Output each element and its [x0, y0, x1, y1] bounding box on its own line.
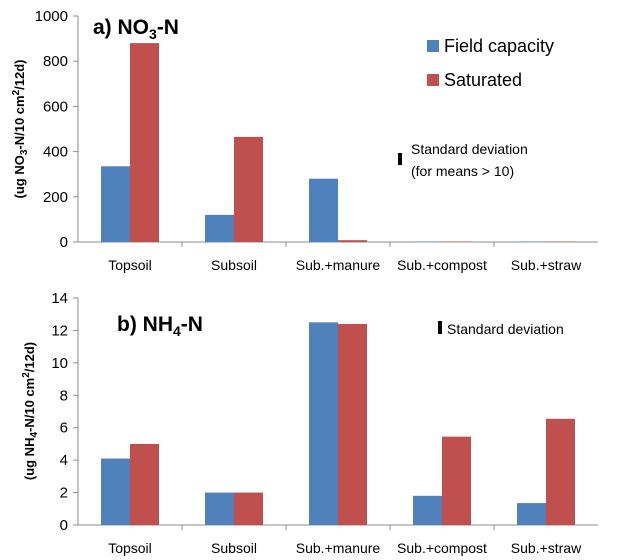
panel-b-bar-field-capacity-subsoil — [205, 492, 234, 525]
panel-a-y-tick-label: 0 — [60, 234, 68, 251]
panel-b-y-tick-label: 8 — [60, 387, 68, 404]
panel-b-y-tick-label: 4 — [60, 452, 68, 469]
panel-b-category-label: Sub.+manure — [296, 540, 381, 556]
panel-b-category-label: Subsoil — [211, 540, 257, 556]
panel-a-category-label: Sub.+compost — [397, 257, 487, 273]
panel-a-category-label: Sub.+straw — [511, 257, 582, 273]
panel-b-bar-saturated-topsoil — [130, 443, 159, 525]
panel-b-bar-field-capacity-sub-compost — [413, 495, 442, 525]
panel-a-category-label: Topsoil — [108, 257, 152, 273]
panel-a-category-label: Subsoil — [211, 257, 257, 273]
panel-a-bar-saturated-subsoil — [234, 136, 263, 242]
panel-a-category-label: Sub.+manure — [296, 257, 381, 273]
panel-a-std-dev-marker — [398, 153, 402, 165]
panel-a-bar-saturated-topsoil — [130, 43, 159, 243]
panel-b-y-tick-label: 0 — [60, 517, 68, 534]
panel-a-y-tick-label: 1000 — [35, 8, 68, 25]
panel-a-title: a) NO3-N — [93, 16, 179, 42]
panel-b-bar-saturated-sub-straw — [546, 418, 575, 525]
panel-b-y-tick-label: 10 — [51, 355, 68, 372]
panel-a-y-tick-label: 600 — [43, 98, 68, 115]
panel-b-y-tick-label: 14 — [51, 290, 68, 307]
panel-a-y-tick-label: 800 — [43, 53, 68, 70]
panel-a-std-dev-label: Standard deviation — [411, 141, 528, 157]
panel-b-bar-saturated-sub-manure — [338, 323, 367, 525]
panel-b-y-axis-label: (ug NH4-N/10 cm2/12d) — [21, 342, 40, 480]
panel-b-bar-field-capacity-topsoil — [101, 458, 130, 525]
panel-b-category-label: Sub.+compost — [397, 540, 487, 556]
panel-b: 0 2 4 6 8 10 12 14 Topsoil Subsoil Sub.+manure Sub… — [21, 290, 598, 556]
panel-b-y-tick-label: 2 — [60, 485, 68, 502]
panel-a-bar-field-capacity-sub-manure — [309, 178, 338, 242]
panel-b-title: b) NH4-N — [117, 313, 203, 339]
legend-swatch-field-capacity — [427, 40, 439, 52]
panel-b-std-dev-label: Standard deviation — [447, 321, 564, 337]
panel-a-y-tick-label: 400 — [43, 144, 68, 161]
panel-a-std-dev-sublabel: (for means > 10) — [411, 163, 514, 179]
panel-a-y-tick-label: 200 — [43, 189, 68, 206]
panel-b-category-label: Sub.+straw — [511, 540, 582, 556]
panel-a-y-axis-label: (ug NO3-N/10 cm2/12d) — [11, 60, 30, 199]
panel-b-bar-saturated-subsoil — [234, 492, 263, 525]
panel-b-bar-saturated-sub-compost — [442, 436, 471, 525]
panel-b-bar-field-capacity-sub-straw — [517, 503, 546, 525]
panel-a: 0 200 400 600 800 1000 Topsoil Subsoil Sub.+man… — [11, 8, 598, 273]
panel-a-bar-saturated-sub-manure — [338, 240, 367, 242]
legend-label-field-capacity: Field capacity — [444, 36, 554, 56]
panel-b-category-label: Topsoil — [108, 540, 152, 556]
legend-label-saturated: Saturated — [444, 70, 522, 90]
panel-b-std-dev-marker — [438, 321, 442, 334]
panel-b-bar-field-capacity-sub-manure — [309, 322, 338, 525]
panel-b-y-tick-label: 12 — [51, 322, 68, 339]
legend-swatch-saturated — [427, 74, 439, 86]
panel-b-y-tick-label: 6 — [60, 420, 68, 437]
panel-a-bar-field-capacity-topsoil — [101, 166, 130, 242]
panel-a-bar-field-capacity-subsoil — [205, 214, 234, 242]
